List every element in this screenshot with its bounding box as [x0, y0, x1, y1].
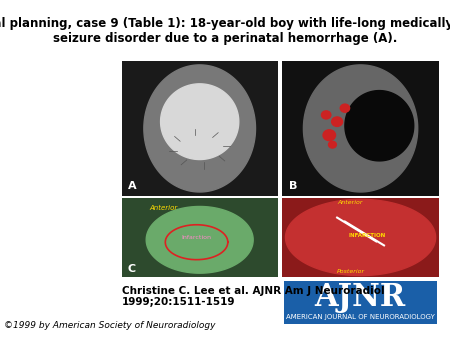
Text: B: B: [288, 180, 297, 191]
Text: Posterior: Posterior: [337, 269, 365, 274]
Text: Infarction: Infarction: [181, 235, 211, 240]
Polygon shape: [146, 207, 253, 273]
Text: AMERICAN JOURNAL OF NEURORADIOLOGY: AMERICAN JOURNAL OF NEURORADIOLOGY: [286, 314, 434, 319]
Polygon shape: [345, 91, 414, 161]
Text: A–C, Surgical planning, case 9 (Table 1): 18-year-old boy with life-long medical: A–C, Surgical planning, case 9 (Table 1)…: [0, 17, 450, 45]
Circle shape: [340, 104, 350, 112]
Polygon shape: [285, 199, 436, 275]
Text: INFARCTION: INFARCTION: [348, 234, 385, 238]
Polygon shape: [303, 65, 418, 192]
Polygon shape: [161, 84, 239, 160]
Circle shape: [323, 130, 336, 141]
Text: C: C: [128, 264, 136, 274]
Circle shape: [328, 141, 336, 148]
Text: Christine C. Lee et al. AJNR Am J Neuroradiol
1999;20:1511-1519: Christine C. Lee et al. AJNR Am J Neuror…: [122, 286, 384, 307]
Text: A: A: [128, 180, 136, 191]
Polygon shape: [144, 65, 256, 192]
Circle shape: [321, 111, 331, 119]
Text: Anterior: Anterior: [150, 204, 178, 211]
Circle shape: [332, 117, 342, 126]
Text: ©1999 by American Society of Neuroradiology: ©1999 by American Society of Neuroradiol…: [4, 320, 216, 330]
Text: Anterior: Anterior: [337, 200, 363, 205]
Text: AJNR: AJNR: [315, 282, 405, 313]
